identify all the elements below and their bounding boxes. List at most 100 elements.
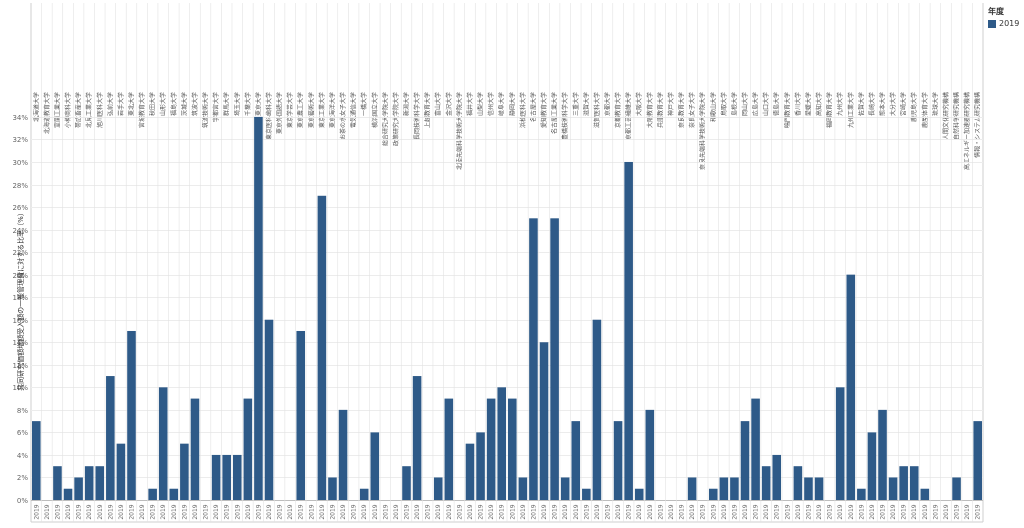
bar[interactable]	[550, 218, 559, 500]
bar[interactable]	[761, 466, 771, 500]
bar[interactable]	[508, 398, 517, 500]
bar[interactable]	[433, 477, 443, 500]
year-label: 2019	[530, 504, 537, 519]
legend: 年度 2019	[988, 6, 1019, 28]
bar[interactable]	[846, 274, 856, 500]
bar[interactable]	[486, 398, 496, 500]
bar[interactable]	[317, 195, 327, 500]
bar[interactable]	[888, 477, 898, 500]
bar[interactable]	[645, 409, 655, 500]
bar[interactable]	[95, 466, 105, 500]
category-label: 茨城大学	[180, 92, 188, 116]
bar[interactable]	[624, 161, 633, 500]
bar[interactable]	[264, 319, 274, 500]
bar[interactable]	[116, 443, 126, 500]
bar[interactable]	[952, 477, 961, 500]
category-label: 東京学芸大学	[286, 92, 294, 128]
y-tick-label: 30%	[12, 159, 28, 167]
category-label: 愛媛大学	[804, 92, 812, 116]
bar[interactable]	[328, 477, 337, 500]
bar[interactable]	[582, 488, 591, 500]
bar[interactable]	[740, 421, 750, 500]
bar[interactable]	[793, 466, 803, 500]
bar[interactable]	[106, 376, 115, 500]
year-label: 2019	[668, 504, 675, 519]
bar[interactable]	[465, 443, 475, 500]
year-label: 2019	[964, 504, 971, 519]
legend-title: 年度	[988, 7, 1004, 16]
bar[interactable]	[158, 387, 168, 500]
bar[interactable]	[169, 488, 179, 500]
bar[interactable]	[84, 466, 94, 500]
bar[interactable]	[687, 477, 697, 500]
year-label: 2019	[203, 504, 210, 519]
bar[interactable]	[444, 398, 454, 500]
bar[interactable]	[127, 330, 136, 500]
bar[interactable]	[74, 477, 83, 500]
category-label: 奈良先端科学技術大学院大学	[699, 92, 707, 170]
bar[interactable]	[190, 398, 200, 500]
category-header-area: 北海道大学 2019 北海道教育大学 2019 室蘭工業大学 2019 小樽商科大学 2019…	[32, 92, 981, 520]
bar[interactable]	[857, 488, 866, 500]
category-label: 鹿屋体育大学	[921, 92, 929, 128]
bar[interactable]	[222, 454, 231, 500]
year-label: 2019	[795, 504, 802, 519]
y-axis: 0% 2% 4% 6% 8% 10% 12% 14% 16% 18% 20% 22% 24% 26% 28%…	[12, 114, 28, 505]
bar[interactable]	[730, 477, 739, 500]
category-label: 九州工業大学	[847, 92, 855, 128]
category-label: 埼玉大学	[233, 92, 241, 116]
bar[interactable]	[53, 466, 62, 500]
bar[interactable]	[254, 116, 263, 501]
bar[interactable]	[613, 421, 623, 500]
bar[interactable]	[529, 218, 538, 500]
legend-entry[interactable]: 2019	[988, 19, 1019, 28]
category-label: 高エネルギー加速器研究機構	[963, 92, 971, 170]
bar[interactable]	[634, 488, 644, 500]
bar[interactable]	[571, 421, 581, 500]
bar[interactable]	[32, 421, 41, 500]
y-tick-label: 20%	[12, 272, 28, 280]
category-label: 福島大学	[170, 92, 178, 116]
bar[interactable]	[402, 466, 411, 500]
bar[interactable]	[63, 488, 73, 500]
bar[interactable]	[359, 488, 369, 500]
year-label: 2019	[943, 504, 950, 519]
bar[interactable]	[920, 488, 930, 500]
bar[interactable]	[370, 432, 380, 500]
bar[interactable]	[296, 330, 306, 500]
bar[interactable]	[232, 454, 242, 500]
bar[interactable]	[899, 466, 908, 500]
bar[interactable]	[719, 477, 729, 500]
bar[interactable]	[180, 443, 189, 500]
category-label: 滋賀大学	[582, 92, 590, 116]
bar[interactable]	[518, 477, 528, 500]
bar[interactable]	[973, 421, 982, 500]
year-label: 2019	[425, 504, 432, 519]
bar[interactable]	[211, 454, 221, 500]
category-label: 信州大学	[487, 92, 495, 116]
category-label: 豊橋技術科学大学	[561, 92, 569, 140]
bar[interactable]	[814, 477, 824, 500]
bar[interactable]	[560, 477, 570, 500]
bar[interactable]	[412, 376, 422, 500]
bar[interactable]	[835, 387, 845, 500]
bar[interactable]	[772, 454, 782, 500]
bar[interactable]	[867, 432, 877, 500]
category-label: 室蘭工業大学	[53, 92, 61, 128]
bar[interactable]	[497, 387, 506, 500]
bar[interactable]	[909, 466, 919, 500]
bar[interactable]	[539, 342, 549, 500]
bar[interactable]	[751, 398, 760, 500]
bar[interactable]	[476, 432, 485, 500]
bar[interactable]	[804, 477, 813, 500]
bar[interactable]	[592, 319, 602, 500]
bar[interactable]	[878, 409, 887, 500]
category-label: 山梨大学	[477, 92, 485, 116]
category-label: 九州大学	[836, 92, 844, 116]
bar[interactable]	[243, 398, 253, 500]
bar[interactable]	[338, 409, 348, 500]
legend-swatch	[988, 19, 996, 28]
bar[interactable]	[708, 488, 718, 500]
bar[interactable]	[148, 488, 157, 500]
